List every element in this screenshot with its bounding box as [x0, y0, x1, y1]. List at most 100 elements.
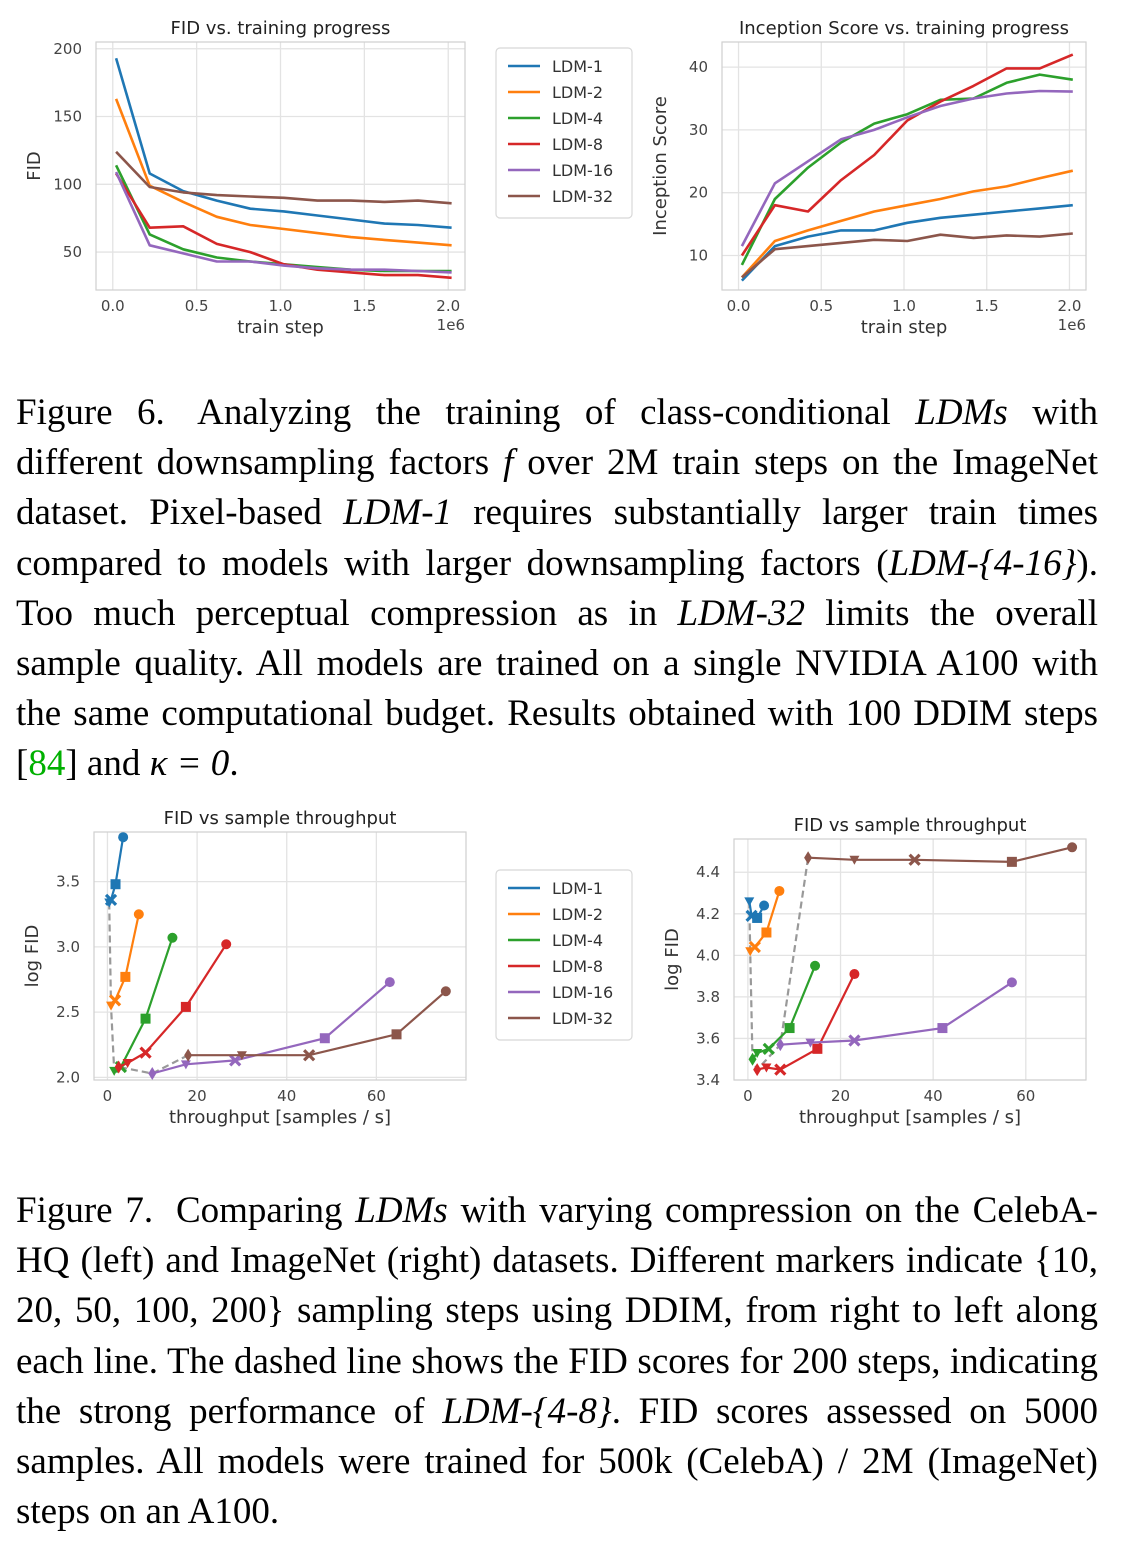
series-line-ldm-16 [780, 981, 1013, 1046]
y-tick-label: 3.8 [696, 988, 720, 1006]
x-tick-label: 0.0 [727, 297, 751, 315]
x-tick-label: 40 [277, 1087, 296, 1105]
y-tick-label: 4.0 [696, 946, 720, 964]
data-point-ldm-4 [762, 1042, 775, 1055]
plot-frame [93, 831, 467, 1081]
series-line-ldm-16 [114, 171, 452, 274]
citation-link[interactable]: 84 [28, 743, 66, 785]
y-tick-label: 3.6 [696, 1029, 720, 1047]
data-point-ldm-8 [812, 1043, 823, 1054]
data-point-ldm-8 [221, 939, 232, 950]
data-point-ldm-32 [303, 1049, 316, 1062]
data-point-ldm-1 [759, 900, 770, 911]
y-tick-label: 2.5 [56, 1003, 80, 1021]
x-axis-label: train step [237, 317, 324, 338]
data-point-ldm-16 [384, 977, 395, 988]
legend-label: LDM-2 [552, 905, 603, 924]
x-axis-label: throughput [samples / s] [799, 1107, 1021, 1128]
x-tick-label: 40 [924, 1087, 943, 1105]
x-tick-label: 60 [1016, 1087, 1035, 1105]
caption-text: over 2M train steps on the ImageNet data… [16, 442, 1098, 534]
caption-label: Figure 6. [16, 392, 165, 433]
x-tick-label: 2.0 [436, 297, 460, 315]
y-tick-label: 3.5 [56, 873, 80, 891]
y-tick-label: 100 [53, 175, 82, 193]
data-point-ldm-8 [114, 1060, 123, 1074]
y-tick-label: 4.4 [696, 863, 720, 881]
data-point-ldm-2 [761, 927, 772, 938]
series-line-ldm-1 [108, 837, 125, 904]
caption-text: ). Too much perceptual compression as in [16, 542, 1098, 634]
y-tick-label: 3.0 [56, 938, 80, 956]
y-axis-label: Inception Score [650, 96, 671, 236]
data-point-ldm-8 [761, 1063, 772, 1073]
chart-1: 0.0 0.5 1.0 1.5 2.0 50 100 150 200 FID vs. traini… [24, 18, 466, 338]
legend-label: LDM-1 [552, 57, 603, 76]
data-point-ldm-4 [810, 960, 821, 971]
legend-label: LDM-16 [552, 983, 613, 1002]
x-tick-label: 0.5 [809, 297, 833, 315]
chart-2: 0.0 0.5 1.0 1.5 2.0 10 20 30 40 Inception Score v… [650, 18, 1087, 338]
data-point-ldm-16 [319, 1033, 330, 1044]
plot-frame [733, 838, 1087, 1081]
data-point-ldm-2 [108, 994, 122, 1007]
caption-text: Analyzing the training of class-conditio… [174, 392, 916, 433]
x-tick-label: 1.0 [892, 297, 916, 315]
x-tick-label: 1.5 [975, 297, 999, 315]
data-point-ldm-4 [140, 1013, 151, 1024]
caption-text: requires substantially larger train time… [16, 492, 1098, 584]
y-axis-label: log FID [662, 928, 683, 991]
data-point-ldm-16 [229, 1054, 242, 1067]
x-tick-label: 0.0 [101, 297, 125, 315]
caption-italic: LDM-1 [343, 492, 453, 534]
data-point-ldm-8 [753, 1063, 762, 1077]
chart-title: FID vs. training progress [171, 18, 391, 39]
data-point-ldm-16 [937, 1023, 948, 1034]
data-point-ldm-16 [776, 1038, 785, 1052]
x-offset-text: 1e6 [437, 316, 465, 334]
y-axis-label: log FID [22, 925, 43, 988]
x-offset-text: 1e6 [1058, 316, 1086, 334]
y-tick-label: 40 [689, 58, 708, 76]
x-tick-label: 0 [743, 1087, 753, 1105]
x-tick-label: 1.0 [269, 297, 293, 315]
series-line-ldm-4 [740, 73, 1073, 266]
plot-frame [95, 41, 466, 291]
y-tick-label: 50 [63, 243, 82, 261]
y-axis-label: FID [24, 151, 45, 181]
series-line-ldm-32 [115, 150, 452, 205]
caption-label: Figure 7. [16, 1190, 154, 1231]
data-point-ldm-32 [1006, 856, 1017, 867]
data-point-ldm-8 [122, 1059, 133, 1069]
caption-italic: LDMs [355, 1190, 448, 1231]
caption-italic: f [503, 442, 514, 484]
legend-label: LDM-4 [552, 109, 603, 128]
legend-label: LDM-4 [552, 931, 603, 950]
caption-math: κ = 0 [149, 743, 230, 785]
y-tick-label: 4.2 [696, 905, 720, 923]
caption-text: ] and [65, 743, 150, 785]
caption-italic: LDM-{4-16} [888, 542, 1077, 584]
caption-text: . [229, 743, 239, 785]
caption-text: limits the overall sample quality. All m… [16, 592, 1098, 785]
data-point-ldm-4 [748, 1052, 757, 1066]
data-point-ldm-16 [805, 1038, 816, 1048]
y-tick-label: 150 [53, 108, 82, 126]
x-tick-label: 0.5 [185, 297, 209, 315]
series-line-ldm-32 [808, 846, 1073, 864]
data-point-ldm-32 [391, 1029, 402, 1040]
caption-italic: LDM-{4-8} [442, 1390, 612, 1432]
data-point-ldm-16 [848, 1034, 861, 1047]
chart-title: FID vs sample throughput [164, 808, 397, 829]
chart-3: 0 20 40 60 2.0 2.5 3.0 3.5 FID vs sample through… [22, 808, 467, 1128]
y-tick-label: 30 [689, 121, 708, 139]
chart-4: 0 20 40 60 3.4 3.6 3.8 4.0 4.2 4.4 FID vs sample t… [662, 815, 1087, 1128]
series-line-ldm-32 [741, 232, 1073, 279]
caption-text: with varying compression on the CelebA-H… [16, 1190, 1099, 1432]
x-axis-label: train step [861, 317, 948, 338]
caption-text: with different downsampling factors [16, 392, 1098, 484]
data-point-ldm-1 [118, 832, 129, 843]
legend-label: LDM-32 [552, 1009, 613, 1028]
series-line-ldm-16 [740, 89, 1073, 247]
